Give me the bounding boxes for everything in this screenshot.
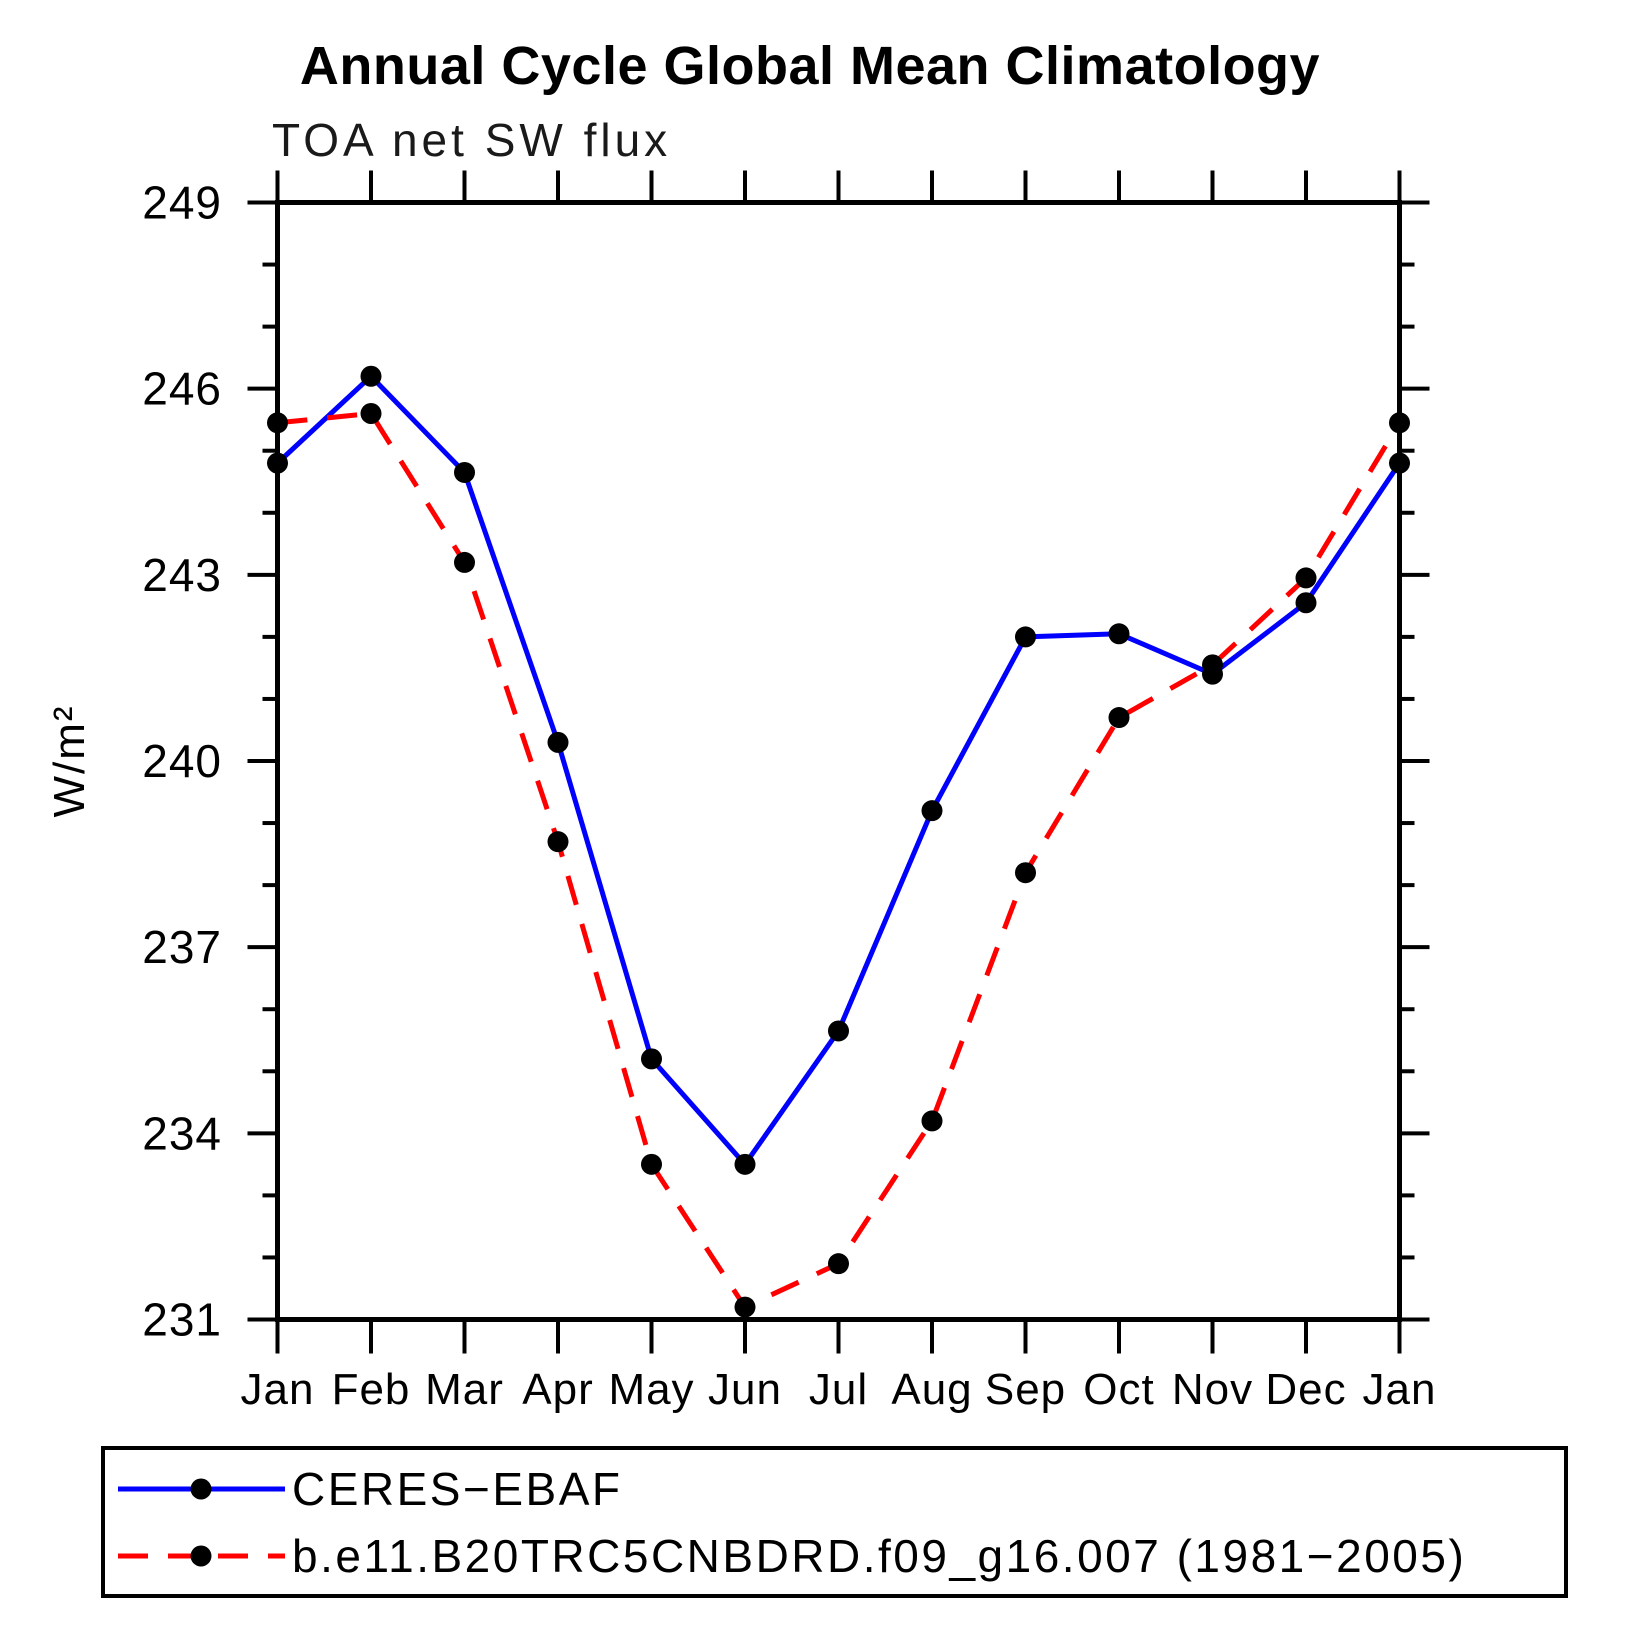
- data-point-marker: [641, 1153, 662, 1175]
- data-point-marker: [1015, 626, 1036, 648]
- x-tick-label: May: [608, 1365, 694, 1414]
- axes: Jan Feb Mar Apr May Jun Jul Aug Sep Oct Nov Dec Jan 2…: [142, 170, 1437, 1414]
- x-tick-label: Sep: [985, 1365, 1066, 1414]
- x-tick-label: Jun: [708, 1365, 782, 1414]
- x-tick-label: Nov: [1172, 1365, 1253, 1414]
- data-point-marker: [734, 1296, 756, 1318]
- chart-subtitle: TOA net SW flux: [272, 114, 671, 166]
- data-point-marker: [1202, 654, 1223, 676]
- data-point-marker: [828, 1253, 849, 1275]
- series-line-ceres: [275, 373, 1402, 1167]
- data-point-marker: [1108, 623, 1130, 645]
- data-point-marker: [1015, 862, 1036, 884]
- data-point-marker: [828, 1020, 849, 1042]
- legend-marker-model: [190, 1545, 212, 1567]
- y-tick-label: 234: [142, 1107, 222, 1159]
- data-point-marker: [454, 551, 475, 573]
- data-point-marker: [1295, 592, 1317, 614]
- data-point-marker: [921, 1110, 943, 1132]
- data-point-marker: [921, 800, 943, 822]
- x-tick-label: Mar: [425, 1365, 504, 1414]
- legend-box: [101, 1446, 1568, 1598]
- y-tick-label: 249: [142, 177, 222, 229]
- x-tick-label: Jul: [809, 1365, 868, 1414]
- data-point-marker: [734, 1153, 756, 1175]
- y-tick-label: 240: [142, 735, 222, 787]
- data-point-marker: [360, 365, 382, 387]
- x-tick-label: Aug: [891, 1365, 972, 1414]
- chart-title: Annual Cycle Global Mean Climatology: [300, 36, 1320, 96]
- data-point-marker: [360, 402, 382, 424]
- y-tick-label: 246: [142, 363, 222, 415]
- x-tick-label: Dec: [1265, 1365, 1346, 1414]
- legend-marker-ceres: [190, 1478, 212, 1500]
- legend: CERES−EBAF b.e11.B20TRC5CNBDRD.f09_g16.0…: [101, 1446, 1568, 1598]
- y-axis-label: W/m²: [45, 704, 94, 817]
- data-point-marker: [454, 461, 475, 483]
- data-point-marker: [547, 831, 569, 853]
- series-line-model: [277, 410, 1402, 1310]
- plot-frame: [275, 200, 1402, 1322]
- y-tick-label: 231: [142, 1294, 222, 1346]
- x-tick-label: Jan: [1363, 1365, 1437, 1414]
- y-tick-label: 237: [142, 921, 222, 973]
- legend-label-model: b.e11.B20TRC5CNBDRD.f09_g16.007 (1981−20…: [292, 1530, 1466, 1582]
- legend-label-ceres: CERES−EBAF: [292, 1463, 623, 1515]
- data-point-marker: [547, 731, 569, 753]
- x-tick-label: Oct: [1083, 1365, 1154, 1414]
- y-tick-label: 243: [142, 549, 222, 601]
- data-point-marker: [641, 1048, 662, 1070]
- x-tick-label: Apr: [522, 1365, 593, 1414]
- data-point-marker: [1295, 567, 1317, 589]
- data-point-marker: [1108, 707, 1130, 729]
- x-tick-label: Feb: [332, 1365, 411, 1414]
- data-series: [267, 365, 1410, 1318]
- x-tick-label: Jan: [241, 1365, 315, 1414]
